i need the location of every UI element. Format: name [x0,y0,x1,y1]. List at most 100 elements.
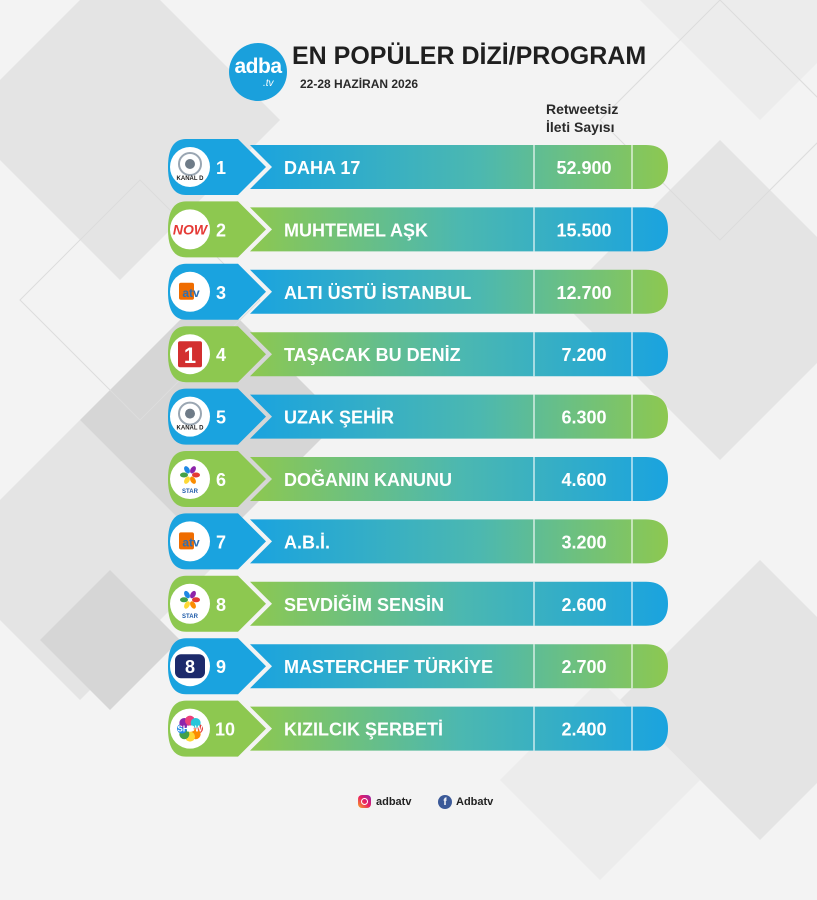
rank-number: 5 [216,408,226,428]
channel-logo-circle [170,209,210,250]
tv8-logo-text: 8 [185,657,195,677]
table-row: STAR 8 SEVDİĞİM SENSİN 2.600 [168,575,668,632]
rank-number: 3 [216,283,226,303]
table-row: atv 3 ALTI ÜSTÜ İSTANBUL 12.700 [168,263,668,320]
program-name: DOĞANIN KANUNU [284,469,452,490]
program-name: A.B.İ. [284,532,330,552]
table-row: STAR 6 DOĞANIN KANUNU 4.600 [168,451,668,507]
star-logo-petal [184,466,190,474]
kanal-d-logo-core [185,159,195,169]
footer: adbatv f Adbatv [0,790,817,820]
program-name: MUHTEMEL AŞK [284,220,428,240]
kanal-d-logo-core [185,408,195,419]
star-logo-petal [180,472,188,478]
row-banner [250,394,668,439]
star-logo-text: STAR [182,614,199,620]
table-row: NOW 2 MUHTEMEL AŞK 15.500 [168,201,668,258]
row-value: 15.500 [556,220,611,240]
star-logo-petal [180,597,188,603]
value-column-header-line1: Retweetsiz [546,101,619,117]
table-row: atv 7 A.B.İ. 3.200 [168,513,668,570]
row-value: 52.900 [556,158,611,178]
facebook-handle: Adbatv [456,796,494,808]
channel-logo-circle [170,459,210,499]
tv8-logo-block [175,654,205,679]
kanal-1-logo-block [178,341,202,368]
rank-number: 1 [216,158,226,178]
program-name: DAHA 17 [284,158,360,178]
row-banner [250,457,668,501]
star-logo-petal [190,476,196,484]
star-logo-petal [190,466,196,474]
star-logo-petal [192,597,200,603]
facebook-link[interactable]: f Adbatv [438,795,493,809]
row-banner [250,644,668,689]
rank-number: 6 [216,470,226,490]
table-row: 8 9 MASTERCHEF TÜRKİYE 2.700 [168,638,668,695]
program-name: MASTERCHEF TÜRKİYE [284,657,493,677]
date-range: 22-28 HAZİRAN 2026 [300,77,419,91]
value-column-header: Retweetsiz İleti Sayısı [546,100,618,136]
row-value: 2.600 [561,595,606,615]
row-value: 4.600 [561,470,606,490]
rank-number: 8 [216,595,226,615]
star-logo-petal [192,472,200,478]
row-value: 2.400 [561,720,606,740]
star-logo-text: STAR [182,489,199,495]
value-column-header-line2: İleti Sayısı [546,119,615,135]
star-logo-petal [184,590,190,599]
row-banner [250,145,668,189]
rank-number: 7 [216,532,226,552]
star-logo-petal [184,476,190,484]
adba-logo: adba .tv [229,43,287,101]
row-banner [250,269,668,314]
facebook-icon: f [438,795,452,809]
atv-logo-block [179,532,194,550]
logo-text: adba [234,55,282,78]
header: adba .tv EN POPÜLER DİZİ/PROGRAM 22-28 H… [0,0,817,135]
program-name: TAŞACAK BU DENİZ [284,345,461,365]
row-banner [250,207,668,252]
row-banner [250,519,668,564]
instagram-handle: adbatv [376,795,412,808]
row-banner [250,332,668,377]
row-value: 3.200 [561,532,606,552]
program-name: UZAK ŞEHİR [284,408,394,428]
star-logo-petal [184,601,190,609]
row-banner [250,706,668,751]
rank-number: 2 [216,220,226,240]
logo-subtext: .tv [263,78,274,89]
channel-logo-circle [170,583,210,624]
star-logo-petal [190,590,196,599]
row-value: 12.700 [556,283,611,303]
kanal-d-logo-text: KANAL D [177,176,205,182]
now-logo: NOW [173,221,209,237]
row-value: 2.700 [561,657,606,677]
table-row: KANAL D 1 DAHA 17 52.900 [168,139,668,195]
rank-number: 10 [215,720,235,740]
table-row: 1 4 TAŞACAK BU DENİZ 7.200 [168,326,668,383]
star-logo-petal [190,601,196,609]
show-logo-petal [190,717,201,728]
program-name: ALTI ÜSTÜ İSTANBUL [284,283,471,303]
page-title: EN POPÜLER DİZİ/PROGRAM [292,42,647,70]
program-name: KIZILCIK ŞERBETİ [284,720,443,740]
instagram-link[interactable]: adbatv [358,795,411,808]
rank-number: 4 [216,345,226,365]
row-value: 7.200 [561,345,606,365]
row-value: 6.300 [561,408,606,428]
channel-logo-circle [170,708,210,749]
table-row: SHOW 10 KIZILCIK ŞERBETİ 2.400 [168,700,668,757]
row-banner [250,581,668,626]
instagram-icon [358,795,371,808]
show-logo-text: SHOW [178,725,203,734]
kanal-d-logo-text: KANAL D [177,426,205,432]
atv-logo-text: atv [182,535,200,549]
rank-number: 9 [216,657,226,677]
atv-logo-text: atv [182,286,200,300]
atv-logo-block [179,282,194,300]
table-row: KANAL D 5 UZAK ŞEHİR 6.300 [168,388,668,445]
kanal-1-logo-text: 1 [184,343,196,368]
program-name: SEVDİĞİM SENSİN [284,594,444,615]
